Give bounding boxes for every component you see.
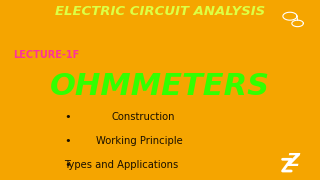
Text: •: •	[64, 136, 71, 146]
Text: Types and Applications: Types and Applications	[64, 160, 178, 170]
Text: ELECTRIC CIRCUIT ANALYSIS: ELECTRIC CIRCUIT ANALYSIS	[55, 5, 265, 18]
Text: LECTURE-1F: LECTURE-1F	[13, 50, 79, 60]
Text: •: •	[64, 112, 71, 122]
Text: OHMMETERS: OHMMETERS	[50, 72, 270, 101]
Text: Working Principle: Working Principle	[96, 136, 183, 146]
Text: Construction: Construction	[112, 112, 175, 122]
Text: •: •	[64, 160, 71, 170]
Text: Z: Z	[286, 152, 299, 170]
